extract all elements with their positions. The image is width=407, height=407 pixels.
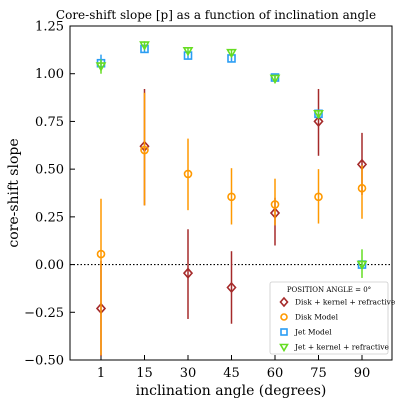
- data-point: [313, 115, 324, 128]
- x-tick-label: 1: [97, 366, 105, 381]
- legend: POSITION ANGLE = 0° Disk + kernel + refr…: [269, 281, 396, 355]
- y-axis-label: core-shift slope: [6, 138, 22, 247]
- data-point: [96, 249, 106, 259]
- y-axis: −0.50 −0.25 0.00 0.25 0.50 0.75 1.00 1.25: [24, 20, 75, 369]
- legend-box: [269, 281, 389, 355]
- y-tick-label: 1.25: [35, 20, 64, 35]
- legend-marker: [280, 313, 288, 321]
- x-tick-label: 75: [310, 366, 327, 381]
- data-point: [227, 192, 236, 202]
- x-tick-label: 15: [136, 366, 153, 381]
- legend-marker: [279, 296, 289, 308]
- series-3: [96, 44, 367, 269]
- data-point: [270, 200, 280, 209]
- data-point: [314, 192, 323, 202]
- y-tick-label: 0.25: [35, 210, 64, 225]
- x-axis: 1 15 30 45 60 75 90: [97, 355, 370, 381]
- y-tick-label: −0.50: [24, 354, 64, 369]
- series-4: [95, 41, 368, 278]
- legend-items: Disk + kernel + refractive Disk Model Jet …: [279, 296, 396, 353]
- chart-title: Core-shift slope [p] as a function of in…: [56, 8, 376, 22]
- data-point: [140, 145, 149, 155]
- data-point: [226, 48, 237, 59]
- x-tick-label: 45: [223, 366, 240, 381]
- x-tick-label: 60: [267, 366, 284, 381]
- data-point: [313, 109, 324, 120]
- x-tick-label: 90: [354, 366, 371, 381]
- legend-label: Jet + kernel + refractive: [294, 343, 390, 352]
- y-tick-label: 1.00: [35, 67, 64, 82]
- legend-title: POSITION ANGLE = 0°: [287, 286, 371, 294]
- series-2: [96, 92, 367, 356]
- y-tick-label: 0.50: [35, 163, 64, 178]
- data-point: [357, 183, 367, 193]
- legend-label: Disk + kernel + refractive: [295, 298, 396, 307]
- data-point: [183, 169, 193, 179]
- data-series: [95, 41, 368, 357]
- data-point: [95, 62, 107, 72]
- y-tick-label: 0.75: [35, 115, 64, 130]
- legend-marker: [279, 343, 289, 353]
- legend-label: Disk Model: [295, 313, 339, 322]
- legend-marker: [280, 328, 288, 336]
- data-point: [139, 41, 150, 51]
- data-point: [356, 260, 368, 271]
- data-point: [182, 267, 194, 279]
- data-point: [269, 74, 281, 85]
- data-point: [182, 47, 194, 57]
- data-point: [226, 281, 237, 294]
- y-tick-label: 0.00: [35, 258, 64, 273]
- legend-label: Jet Model: [294, 328, 332, 337]
- x-tick-label: 30: [180, 366, 197, 381]
- y-tick-label: −0.25: [24, 306, 64, 321]
- x-axis-label: inclination angle (degrees): [136, 383, 327, 399]
